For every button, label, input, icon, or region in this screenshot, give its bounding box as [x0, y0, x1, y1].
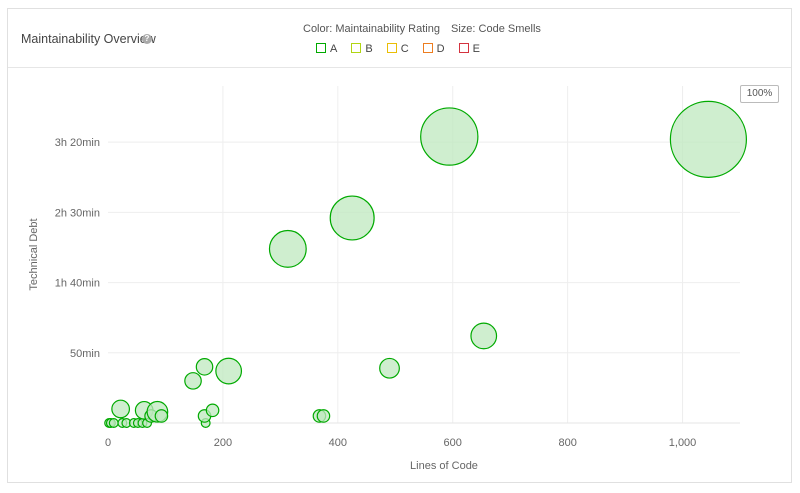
- y-tick-label: 2h 30min: [55, 207, 100, 219]
- bubble-point: [184, 372, 202, 390]
- bubble-point: [205, 403, 220, 418]
- y-tick-label: 1h 40min: [55, 278, 100, 290]
- legend-swatch: [386, 43, 397, 53]
- bubble-point: [268, 229, 307, 268]
- x-axis-label: Lines of Code: [410, 460, 478, 472]
- legend-label: A: [330, 43, 338, 55]
- bubble-point: [111, 399, 131, 419]
- legend-item-b[interactable]: B: [351, 43, 373, 55]
- x-tick-label: 0: [105, 437, 111, 449]
- bubble-point: [470, 322, 498, 350]
- zoom-reset-button[interactable]: 100%: [740, 85, 779, 103]
- bubble-point: [195, 358, 214, 376]
- bubble-point: [379, 357, 400, 379]
- bubble-point: [669, 100, 748, 178]
- legend-swatch: [422, 43, 433, 53]
- legend-label: B: [365, 43, 373, 55]
- bubble-point: [154, 409, 169, 423]
- x-tick-label: 600: [444, 437, 462, 449]
- bubble-point: [420, 107, 479, 166]
- legend-item-e[interactable]: E: [458, 43, 480, 55]
- legend-color-caption: Color: Maintainability Rating: [303, 23, 440, 35]
- x-tick-label: 200: [214, 437, 232, 449]
- bubble-point: [108, 418, 119, 428]
- legend-item-a[interactable]: A: [316, 43, 337, 55]
- x-tick-label: 800: [558, 437, 576, 449]
- x-tick-label: 400: [329, 437, 347, 449]
- legend-label: D: [436, 43, 445, 55]
- y-tick-label: 3h 20min: [55, 137, 100, 149]
- legend-size-caption: Size: Code Smells: [451, 23, 541, 35]
- legend-item-c[interactable]: C: [386, 43, 409, 55]
- legend-swatch: [458, 43, 469, 53]
- y-axis-label: Technical Debt: [28, 218, 40, 290]
- rating-legend: A B C D E: [316, 43, 494, 55]
- bubble-point: [329, 195, 375, 241]
- bubble-point: [215, 357, 243, 385]
- y-tick-label: 50min: [70, 348, 100, 360]
- question-circle-icon[interactable]: ?: [142, 34, 152, 44]
- legend-label: E: [472, 43, 480, 55]
- legend-swatch: [351, 43, 362, 53]
- legend-swatch: [316, 43, 326, 53]
- legend-item-d[interactable]: D: [422, 43, 445, 55]
- widget-header: Maintainability Overview ? Color: Mainta…: [8, 9, 791, 68]
- x-tick-label: 1,000: [669, 437, 697, 449]
- legend-label: C: [400, 43, 409, 55]
- bubble-point: [316, 409, 331, 423]
- widget-title: Maintainability Overview: [21, 32, 156, 46]
- legend-caption: Color: Maintainability Rating Size: Code…: [303, 23, 541, 35]
